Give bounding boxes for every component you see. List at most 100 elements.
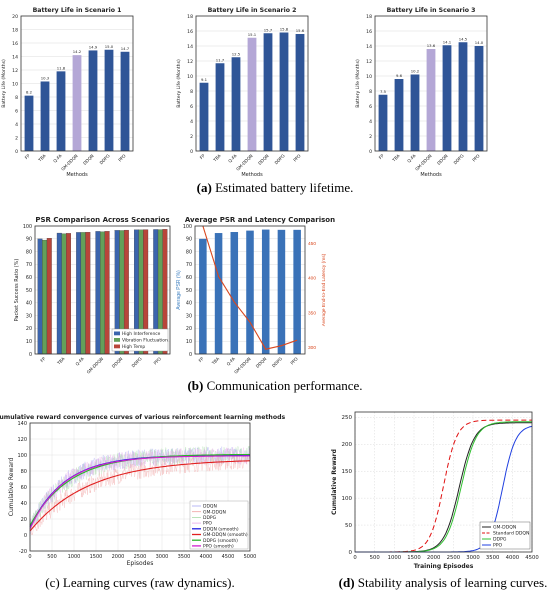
y-tick-label: 18 xyxy=(12,27,18,33)
y-tick-label: 40 xyxy=(186,301,192,307)
chart-title: Battery Life in Scenario 2 xyxy=(208,7,297,14)
x-tick-label: 1000 xyxy=(388,555,402,561)
bar-PPO xyxy=(293,229,301,354)
y-tick-label: 150 xyxy=(342,469,353,475)
x-tick-label: 2000 xyxy=(112,554,125,560)
data-label: 10.3 xyxy=(41,75,50,80)
x-tick-label: TBA xyxy=(56,356,66,366)
legend-label: DDPG xyxy=(203,515,217,521)
x-tick-label: 4000 xyxy=(200,554,213,560)
x-tick-label: 1000 xyxy=(68,554,81,560)
x-tick-label: Q-FA xyxy=(227,153,238,164)
legend-label: Vibration Fluctuation xyxy=(122,338,168,344)
data-label: 14.2 xyxy=(73,49,82,54)
y-tick-label: 20 xyxy=(26,326,32,332)
bar-DDPG xyxy=(279,32,289,151)
y2-axis-label: Average End-to-End Latency (ms) xyxy=(321,253,327,326)
bar-GM-DDQN xyxy=(104,231,110,355)
battery-chart-s1: 0 2 4 6 8 10 12 14 16 18 20 8.2 FP 10.3 TBA 11.8 Q-FA 14.… xyxy=(1,7,134,178)
y-tick-label: 90 xyxy=(186,237,192,243)
y-tick-label: 20 xyxy=(12,14,18,20)
caption-b: (b) Communication performance. xyxy=(187,378,362,393)
bar-Q-FA xyxy=(410,74,420,151)
bar-DDPG xyxy=(458,42,468,151)
bar-Q-FA xyxy=(85,232,91,355)
y2-tick-label: 450 xyxy=(308,241,316,247)
y-tick-label: 16 xyxy=(366,29,372,35)
battery-chart-s3: 0 2 4 6 8 10 12 14 16 18 7.5 FP 9.6 TBA 10.2 Q-FA 13.6 GM… xyxy=(355,7,488,178)
bar-Q-FA xyxy=(56,71,66,151)
y-tick-label: 0 xyxy=(189,352,192,358)
bar-DDPG xyxy=(104,49,114,151)
y-tick-label: 14 xyxy=(12,54,18,60)
bar-DDQN xyxy=(261,229,270,354)
bar-FP xyxy=(199,82,209,151)
x-tick-label: 0 xyxy=(353,555,357,561)
x-tick-label: 500 xyxy=(370,555,381,561)
y-tick-label: 2 xyxy=(369,134,372,140)
y-tick-label: 30 xyxy=(26,313,32,319)
x-tick-label: TBA xyxy=(37,153,47,163)
x-tick-label: DDPG xyxy=(271,356,283,368)
legend-box xyxy=(111,328,169,352)
bar-Q-FA xyxy=(230,232,239,354)
bar-TBA xyxy=(394,79,404,151)
x-tick-label: DDPG xyxy=(131,356,143,368)
y-tick-label: 4 xyxy=(15,122,18,128)
data-label: 15.0 xyxy=(105,44,114,49)
y-axis-label: Packet Success Ratio (%) xyxy=(14,259,20,322)
x-tick-label: 2000 xyxy=(427,555,441,561)
learn-frame xyxy=(29,422,251,552)
bar-FP xyxy=(42,239,48,355)
bar-DDQN xyxy=(88,50,98,151)
data-label: 9.6 xyxy=(396,73,403,78)
x-tick-label: PPO xyxy=(471,153,481,163)
caption-a: (a) Estimated battery lifetime. xyxy=(197,180,354,195)
legend-label: DDQN (smooth) xyxy=(203,526,239,532)
bar-GM-DDQN xyxy=(100,231,105,355)
chart-title: Battery Life in Scenario 3 xyxy=(387,7,476,14)
bar-TBA xyxy=(215,63,225,151)
y-axis-label: Battery Life (Months) xyxy=(355,59,361,108)
y-tick-label: 2 xyxy=(190,134,193,140)
x-tick-label: FP xyxy=(199,153,206,160)
y-tick-label: 12 xyxy=(187,59,193,65)
latency-line xyxy=(202,225,298,350)
y-tick-label: 16 xyxy=(187,29,193,35)
x-tick-label: DDPG xyxy=(99,153,111,165)
data-label: 9.1 xyxy=(201,77,208,82)
y-tick-label: 70 xyxy=(186,262,192,268)
y-tick-label: 10 xyxy=(12,81,18,87)
x-tick-label: Q-FA xyxy=(52,153,63,164)
legend-label: Standard DDQN xyxy=(493,531,530,537)
bar-Q-FA xyxy=(80,232,86,355)
psr-chart: 0 10 20 30 40 50 60 70 80 90 100 FP TBA Q-FA GM-DDQN DD… xyxy=(14,216,171,375)
bar-TBA xyxy=(66,233,71,355)
x-axis-label: Methods xyxy=(420,172,442,178)
x-tick-label: 3000 xyxy=(466,555,480,561)
y-tick-label: 8 xyxy=(15,95,18,101)
x-tick-label: 2500 xyxy=(447,555,461,561)
x-tick-label: TBA xyxy=(391,153,401,163)
bar-FP xyxy=(199,238,207,354)
y-tick-label: 0 xyxy=(190,149,193,155)
y-tick-label: 80 xyxy=(186,249,192,255)
x-tick-label: FP xyxy=(24,153,31,160)
bar-FP xyxy=(37,238,43,355)
x-tick-label: DDQN xyxy=(111,356,124,369)
legend-swatch xyxy=(114,331,120,336)
y-tick-label: 12 xyxy=(12,68,18,74)
y-tick-label: 14 xyxy=(187,44,193,50)
legend-swatch xyxy=(114,338,120,342)
x-tick-label: PPO xyxy=(292,153,302,163)
series-line-GM-DDQN (smooth) xyxy=(29,460,250,532)
series-line-PPO xyxy=(29,447,251,535)
x-axis-label: Methods xyxy=(66,172,88,178)
legend-label: DDPG (smooth) xyxy=(203,538,238,544)
y-tick-label: 90 xyxy=(26,237,32,243)
y-tick-label: 60 xyxy=(26,275,32,281)
y-axis-label: Cumulative Reward xyxy=(8,458,15,517)
data-label: 11.7 xyxy=(216,57,225,62)
charts-layer: 024681012141618208.2FP10.3TBA11.8Q-FA14.… xyxy=(0,7,539,570)
y-tick-label: 12 xyxy=(366,59,372,65)
